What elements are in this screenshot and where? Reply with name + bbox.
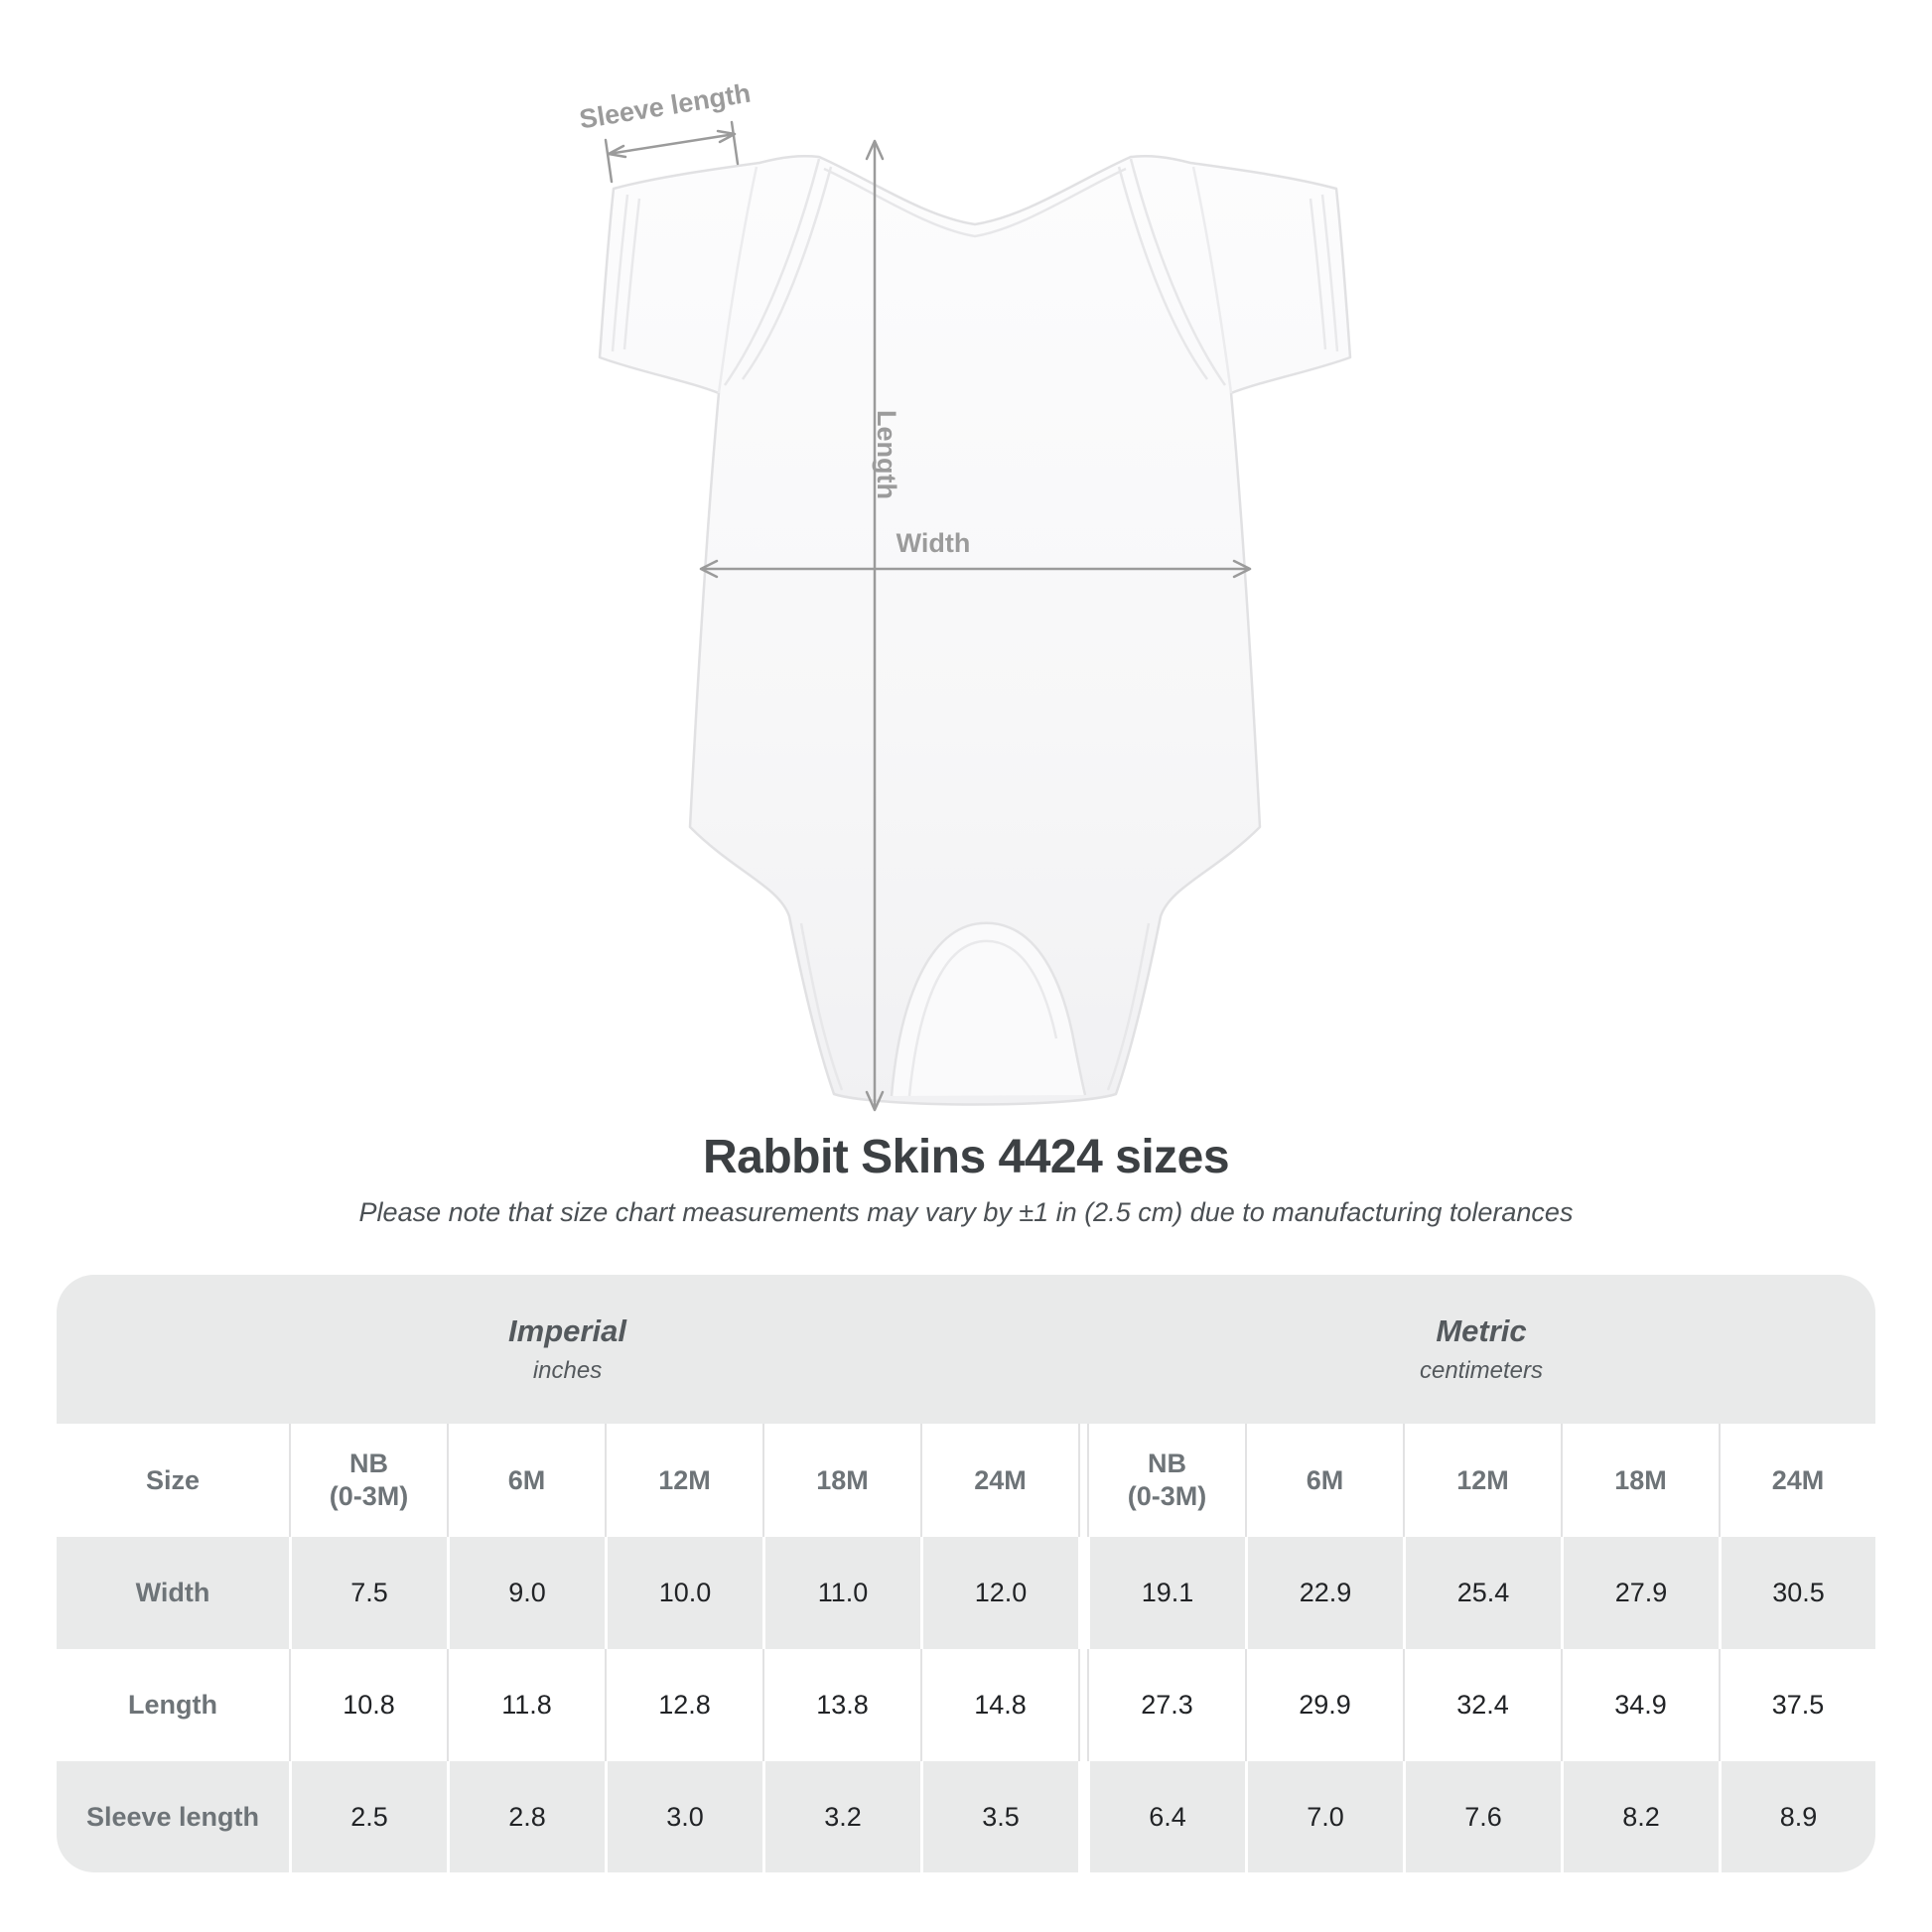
width-arrow: [699, 559, 1252, 579]
metric-label: Metric: [1436, 1313, 1527, 1348]
value-cell: 27.9: [1614, 1578, 1668, 1607]
imperial-section-header: Imperial inches: [57, 1275, 1078, 1424]
value-cell: 27.3: [1141, 1690, 1193, 1720]
leg-binding-right: [1106, 922, 1151, 1091]
value-cell: 7.6: [1464, 1801, 1502, 1832]
value-cell: 10.8: [343, 1690, 395, 1720]
metric-unit: centimeters: [1419, 1357, 1544, 1384]
metric-section-header: Metric centimeters: [1087, 1275, 1875, 1424]
value-cell: 30.5: [1772, 1578, 1825, 1607]
lap-shoulder-seam-right: [1117, 158, 1227, 386]
sleeve-length-arrow: [604, 120, 740, 184]
unit-section-row: Imperial inches Metric centimeters: [57, 1275, 1875, 1424]
value-cell: 32.4: [1456, 1690, 1509, 1720]
onesie-diagram: Sleeve length Length Width: [578, 78, 1352, 1112]
cuff-seam-left: [611, 194, 641, 352]
size-table: Imperial inches Metric centimeters Size …: [57, 1275, 1875, 1872]
col-header-24m-imperial: 24M: [920, 1424, 1078, 1537]
value-cell: 8.2: [1622, 1801, 1660, 1832]
sleeve-length-label: Sleeve length: [578, 78, 754, 135]
value-cell: 19.1: [1141, 1578, 1194, 1607]
value-cell: 7.0: [1307, 1801, 1344, 1832]
table-row-length: Length 10.8 11.8 12.8 13.8 14.8 27.3 29.…: [57, 1649, 1875, 1761]
onesie-illustration: [598, 155, 1352, 1106]
col-header-6m-metric: 6M: [1245, 1424, 1403, 1537]
crotch-flap-binding: [907, 939, 1058, 1097]
leg-binding-left: [799, 922, 844, 1091]
section-divider: [1078, 1649, 1087, 1761]
cuff-seam-right: [1309, 194, 1339, 352]
value-cell: 2.5: [350, 1801, 388, 1832]
length-label: Length: [872, 410, 901, 499]
table-row-sleeve-length: Sleeve length 2.5 2.8 3.0 3.2 3.5 6.4 7.…: [57, 1761, 1875, 1872]
value-cell: 14.8: [974, 1690, 1027, 1720]
value-cell: 25.4: [1456, 1578, 1510, 1607]
value-cell: 3.0: [666, 1801, 704, 1832]
lap-shoulder-seam-left: [723, 158, 833, 386]
page-title: Rabbit Skins 4424 sizes: [702, 1131, 1230, 1183]
value-cell: 11.0: [817, 1578, 869, 1607]
col-header-12m-imperial: 12M: [605, 1424, 762, 1537]
row-label-width: Width: [135, 1578, 210, 1607]
value-cell: 29.9: [1299, 1690, 1351, 1720]
value-cell: 34.9: [1614, 1690, 1667, 1720]
value-cell: 22.9: [1299, 1578, 1352, 1607]
row-label-length: Length: [128, 1690, 217, 1720]
col-header-18m-metric: 18M: [1561, 1424, 1719, 1537]
value-cell: 9.0: [508, 1578, 546, 1607]
col-header-nb-metric: NB (0-3M): [1087, 1424, 1245, 1537]
row-label-sleeve-length: Sleeve length: [85, 1801, 260, 1832]
col-header-12m-metric: 12M: [1403, 1424, 1561, 1537]
value-cell: 10.0: [658, 1578, 712, 1607]
value-cell: 6.4: [1149, 1801, 1186, 1832]
section-divider: [1078, 1424, 1087, 1537]
value-cell: 13.8: [816, 1690, 869, 1720]
value-cell: 12.0: [974, 1578, 1028, 1607]
imperial-unit: inches: [532, 1357, 603, 1384]
size-header-row: Size NB (0-3M) 6M 12M 18M 24M NB (0-3M): [57, 1424, 1875, 1537]
value-cell: 3.5: [982, 1801, 1020, 1832]
length-arrow: [865, 139, 885, 1112]
value-cell: 7.5: [350, 1578, 388, 1607]
value-cell: 37.5: [1771, 1690, 1825, 1720]
size-corner-header: Size: [145, 1464, 201, 1495]
col-header-6m-imperial: 6M: [447, 1424, 605, 1537]
table-row-width: Width 7.5 9.0 10.0 11.0 12.0 19.1 22.9 2…: [57, 1537, 1875, 1649]
value-cell: 2.8: [508, 1801, 546, 1832]
imperial-label: Imperial: [508, 1313, 626, 1348]
value-cell: 12.8: [658, 1690, 711, 1720]
crotch-flap: [890, 921, 1087, 1097]
tolerance-note: Please note that size chart measurements…: [358, 1197, 1574, 1227]
width-label: Width: [897, 528, 971, 558]
value-cell: 3.2: [824, 1801, 862, 1832]
section-divider: [1078, 1761, 1087, 1872]
value-cell: 8.9: [1779, 1801, 1818, 1832]
armhole-seam-right: [1191, 166, 1233, 394]
col-header-nb-imperial: NB (0-3M): [289, 1424, 447, 1537]
section-divider: [1078, 1537, 1087, 1649]
col-header-18m-imperial: 18M: [762, 1424, 920, 1537]
armhole-seam-left: [717, 166, 759, 394]
neckline-seam: [823, 167, 1127, 238]
value-cell: 11.8: [501, 1690, 552, 1720]
col-header-24m-metric: 24M: [1719, 1424, 1875, 1537]
onesie-outline: [598, 155, 1352, 1106]
